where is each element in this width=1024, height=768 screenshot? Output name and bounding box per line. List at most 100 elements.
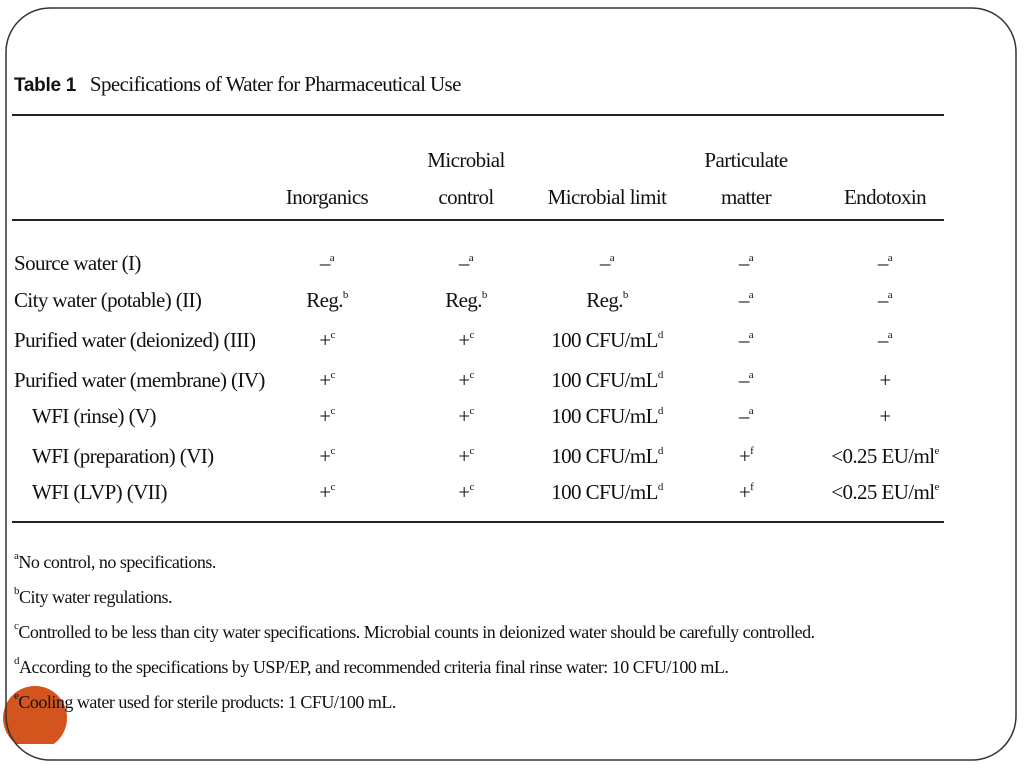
footnote-mark: c <box>14 620 19 632</box>
header-line: Inorganics <box>285 185 369 209</box>
header-rule <box>12 219 944 221</box>
cell: +f <box>738 444 754 468</box>
cell-footnote-mark: d <box>657 445 663 457</box>
cell-footnote-mark: a <box>329 252 335 264</box>
table-title: Specifications of Water for Pharmaceutic… <box>89 72 462 96</box>
cell-footnote-mark: c <box>330 481 335 493</box>
cell-text: Reg. <box>445 288 482 312</box>
footnote-mark: a <box>14 550 19 562</box>
table-caption: Table 1 Specifications of Water for Phar… <box>14 72 461 98</box>
cell-text: + <box>879 368 891 392</box>
cell-text: + <box>738 480 751 504</box>
cell-text: 100 CFU/mL <box>551 480 658 504</box>
header-line: matter <box>720 185 772 209</box>
cell: –a <box>878 328 893 352</box>
cell-footnote-mark: a <box>748 329 754 341</box>
cell-text: Reg. <box>586 288 623 312</box>
cell-footnote-mark: a <box>748 405 754 417</box>
cell-text: – <box>738 328 750 352</box>
cell: <0.25 EU/mle <box>831 480 939 504</box>
cell-text: + <box>458 404 470 428</box>
cell: Reg.b <box>586 288 628 312</box>
top-rule <box>12 114 944 116</box>
cell-text: + <box>458 444 470 468</box>
cell: +c <box>458 444 474 468</box>
cell-text: – <box>738 288 750 312</box>
cell-footnote-mark: c <box>330 405 335 417</box>
row-label: Source water (I) <box>14 251 141 275</box>
footnote-mark: b <box>14 585 20 597</box>
footnote-text: According to the specifications by USP/E… <box>19 657 729 677</box>
cell-text: + <box>319 328 331 352</box>
cell-footnote-mark: c <box>469 405 474 417</box>
column-header: Particulate matter <box>704 142 788 216</box>
cell: –a <box>599 251 615 275</box>
cell: 100 CFU/mLd <box>551 404 663 428</box>
footnote-text: City water regulations. <box>19 587 172 607</box>
cell: +c <box>319 480 335 504</box>
cell-footnote-mark: e <box>934 481 939 493</box>
footnote: eCooling water used for sterile products… <box>14 690 396 714</box>
cell: –a <box>738 404 754 428</box>
cell: +c <box>458 328 474 352</box>
cell-text: – <box>319 251 331 275</box>
column-header: Inorganics <box>285 179 369 216</box>
cell: –a <box>739 251 754 275</box>
decor-circle <box>3 686 67 744</box>
cell-footnote-mark: a <box>748 369 754 381</box>
bottom-rule <box>12 521 944 523</box>
footnote-text: Controlled to be less than city water sp… <box>18 622 815 642</box>
cell: +c <box>458 404 474 428</box>
cell-text: <0.25 EU/ml <box>831 444 935 468</box>
footnote: bCity water regulations. <box>14 585 172 609</box>
cell: +c <box>319 404 335 428</box>
cell-footnote-mark: b <box>622 289 628 301</box>
row-label: WFI (rinse) (V) <box>32 404 157 428</box>
cell-footnote-mark: e <box>934 445 939 457</box>
cell-footnote-mark: d <box>657 405 663 417</box>
cell-text: – <box>877 251 889 275</box>
cell: 100 CFU/mLd <box>551 368 663 392</box>
cell-footnote-mark: f <box>750 445 754 457</box>
cell-footnote-mark: a <box>887 329 893 341</box>
cell-footnote-mark: c <box>469 445 474 457</box>
cell: +c <box>319 444 335 468</box>
row-label: Purified water (deionized) (III) <box>14 328 256 352</box>
cell-footnote-mark: f <box>750 481 754 493</box>
cell: Reg.b <box>445 288 487 312</box>
cell-text: – <box>599 251 611 275</box>
cell-text: + <box>879 404 891 428</box>
cell: –a <box>877 288 893 312</box>
cell-text: + <box>458 368 470 392</box>
cell-text: + <box>458 480 470 504</box>
cell: +f <box>738 480 754 504</box>
cell-text: – <box>877 288 889 312</box>
cell-text: + <box>458 328 470 352</box>
cell-footnote-mark: c <box>469 369 474 381</box>
cell-text: + <box>738 444 751 468</box>
table-label: Table 1 <box>14 75 76 96</box>
cell-text: 100 CFU/mL <box>551 404 658 428</box>
cell: + <box>879 368 891 392</box>
footnote-text: No control, no specifications. <box>18 552 216 572</box>
footnote-mark: d <box>14 655 20 667</box>
cell-text: 100 CFU/mL <box>551 444 658 468</box>
cell: Reg.b <box>306 288 348 312</box>
cell-text: Reg. <box>306 288 343 312</box>
cell-footnote-mark: c <box>330 329 335 341</box>
cell: –a <box>738 328 754 352</box>
cell-footnote-mark: a <box>609 252 615 264</box>
column-header: Microbial control <box>427 142 505 216</box>
cell-text: – <box>738 404 750 428</box>
cell-footnote-mark: a <box>468 252 474 264</box>
column-header: Endotoxin <box>844 179 927 216</box>
cell-text: <0.25 EU/ml <box>831 480 935 504</box>
cell: 100 CFU/mLd <box>551 444 663 468</box>
header-line: Particulate <box>704 148 788 172</box>
footnote-text: Cooling water used for sterile products:… <box>18 692 396 712</box>
cell-footnote-mark: b <box>342 289 348 301</box>
row-label: City water (potable) (II) <box>14 288 202 312</box>
cell: +c <box>458 368 474 392</box>
cell: 100 CFU/mLd <box>551 480 663 504</box>
